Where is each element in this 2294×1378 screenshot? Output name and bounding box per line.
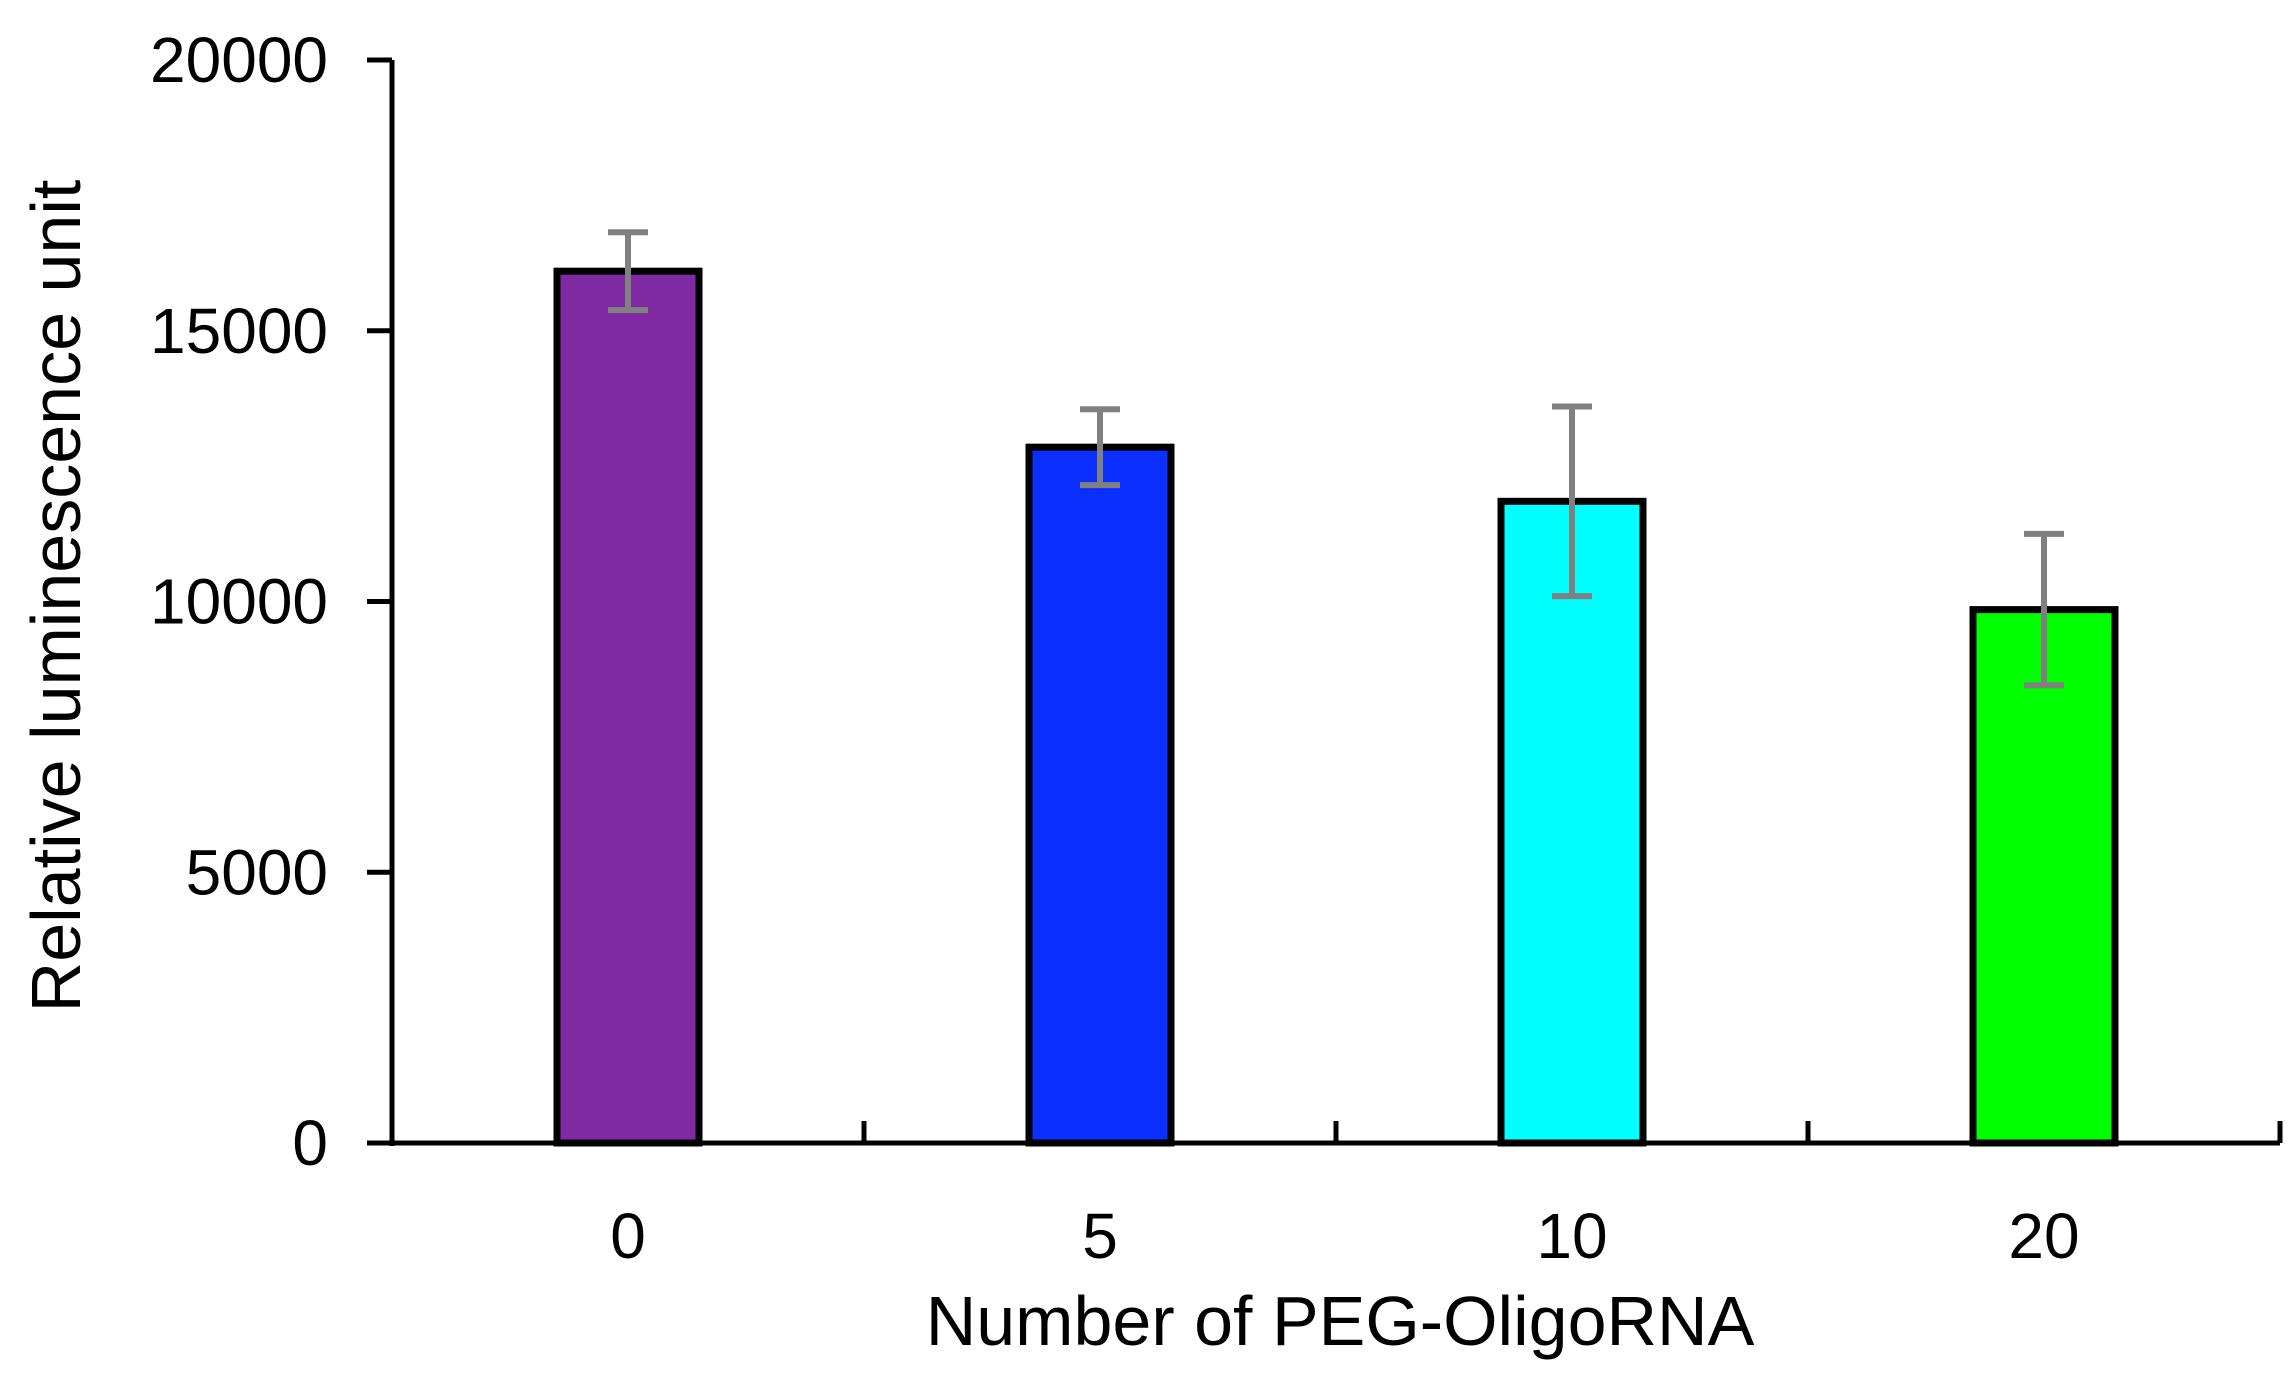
bar-10 [1497, 497, 1647, 1147]
y-tick-label: 10000 [150, 566, 328, 638]
error-bars-group [608, 229, 2064, 689]
x-tick-label: 10 [1536, 1200, 1607, 1272]
error-bar-5 [1080, 406, 1120, 489]
y-tick-label: 15000 [150, 295, 328, 367]
error-bar-0 [608, 229, 648, 314]
y-tick-label: 0 [292, 1107, 328, 1179]
x-ticks-group: 0 5 10 20 [610, 1121, 2283, 1272]
bars-group [553, 267, 2119, 1147]
x-tick-label: 20 [2008, 1200, 2079, 1272]
y-ticks-group: 0 5000 10000 15000 20000 [150, 24, 392, 1179]
bar-0 [553, 267, 703, 1147]
y-tick-label: 20000 [150, 24, 328, 96]
x-tick-label: 5 [1082, 1200, 1118, 1272]
y-axis-title: Relative luminescence unit [17, 180, 95, 1013]
error-bar-10 [1552, 403, 1592, 600]
bar-5 [1025, 443, 1175, 1147]
error-bar-20 [2024, 530, 2064, 689]
bar-20 [1969, 606, 2119, 1147]
y-tick-label: 5000 [186, 836, 328, 908]
x-tick-label: 0 [610, 1200, 646, 1272]
x-axis-title: Number of PEG-OligoRNA [926, 1282, 1755, 1360]
